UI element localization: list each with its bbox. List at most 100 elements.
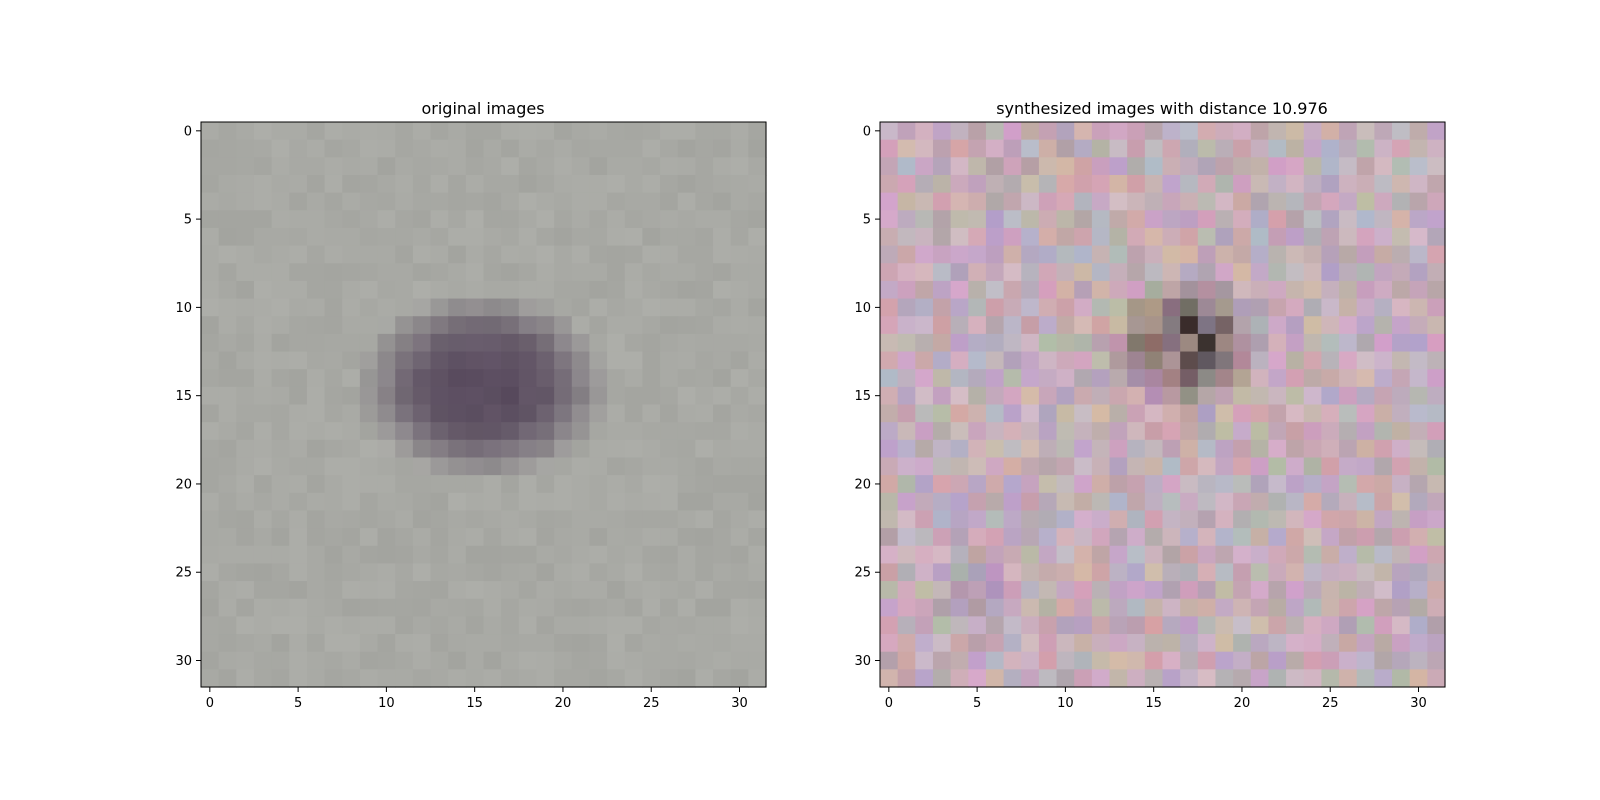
image-pixel [1321,634,1340,653]
image-pixel [968,369,987,388]
image-pixel [1409,210,1428,229]
image-pixel [306,316,326,335]
image-pixel [695,634,714,653]
image-pixel [465,386,485,406]
image-pixel [342,227,361,247]
image-pixel [1038,528,1058,547]
image-pixel [201,475,220,494]
x-tick-label: 30 [1410,696,1427,711]
image-pixel [1392,316,1411,335]
image-pixel [554,263,573,282]
image-pixel [897,510,916,529]
image-pixel [306,457,326,476]
image-pixel [730,422,749,441]
image-pixel [1021,298,1040,317]
image-pixel [1233,510,1252,529]
image-pixel [412,227,432,247]
image-pixel [306,422,326,441]
image-pixel [897,651,916,670]
image-pixel [342,174,361,194]
image-pixel [1250,510,1270,529]
image-pixel [201,669,220,688]
image-pixel [1339,528,1358,547]
image-pixel [642,475,661,494]
image-pixel [730,528,749,547]
image-pixel [1056,528,1075,547]
image-pixel [395,369,414,388]
image-pixel [915,404,934,423]
image-pixel [201,316,220,335]
image-pixel [1427,298,1446,317]
image-pixel [448,139,467,158]
image-pixel [342,157,361,176]
image-pixel [642,316,661,335]
image-pixel [1339,598,1358,617]
image-pixel [968,227,987,247]
image-pixel [985,510,1005,529]
image-pixel [1003,492,1022,512]
image-pixel [1197,122,1217,141]
image-pixel [1056,369,1075,388]
image-pixel [915,510,934,529]
image-pixel [518,404,538,423]
image-pixel [1091,192,1111,211]
image-pixel [1409,651,1428,670]
image-pixel [624,227,644,247]
image-pixel [1038,651,1058,670]
image-pixel [589,245,608,264]
image-pixel [915,422,934,441]
image-pixel [713,333,732,353]
image-pixel [271,563,290,582]
image-pixel [324,157,343,176]
image-pixel [915,651,934,670]
image-pixel [253,139,273,158]
image-pixel [1056,386,1075,406]
image-pixel [1409,280,1428,300]
image-pixel [1162,210,1181,229]
image-pixel [1374,475,1393,494]
image-pixel [536,316,555,335]
image-pixel [1127,333,1146,353]
image-pixel [1180,492,1199,512]
image-pixel [1056,439,1075,459]
image-pixel [554,404,573,423]
image-pixel [430,422,449,441]
image-pixel [554,563,573,582]
image-pixel [624,563,644,582]
image-pixel [271,669,290,688]
x-tick-label: 15 [1145,696,1162,711]
image-pixel [950,528,969,547]
image-pixel [1339,351,1358,370]
image-pixel [985,210,1005,229]
image-pixel [660,492,679,512]
image-pixel [236,634,255,653]
image-pixel [465,263,485,282]
image-pixel [1074,581,1093,600]
image-pixel [1409,634,1428,653]
image-pixel [201,192,220,211]
image-pixel [1215,157,1234,176]
image-pixel [1109,651,1128,670]
image-pixel [624,634,644,653]
image-pixel [1056,298,1075,317]
image-pixel [677,263,696,282]
image-pixel [1286,263,1305,282]
image-pixel [289,157,308,176]
image-pixel [660,174,679,194]
image-pixel [1250,369,1270,388]
image-pixel [218,404,237,423]
image-pixel [1074,422,1093,441]
image-pixel [880,422,899,441]
image-pixel [536,545,555,565]
original-image-panel: original images 0 5 10 15 20 25 30 05101520253… [175,99,767,711]
image-pixel [1056,492,1075,512]
image-pixel [932,192,952,211]
image-pixel [1109,563,1128,582]
image-pixel [1038,439,1058,459]
image-pixel [695,280,714,300]
image-pixel [1233,280,1252,300]
image-pixel [218,669,237,688]
image-pixel [1144,351,1164,370]
image-pixel [1091,333,1111,353]
image-pixel [1427,616,1446,635]
